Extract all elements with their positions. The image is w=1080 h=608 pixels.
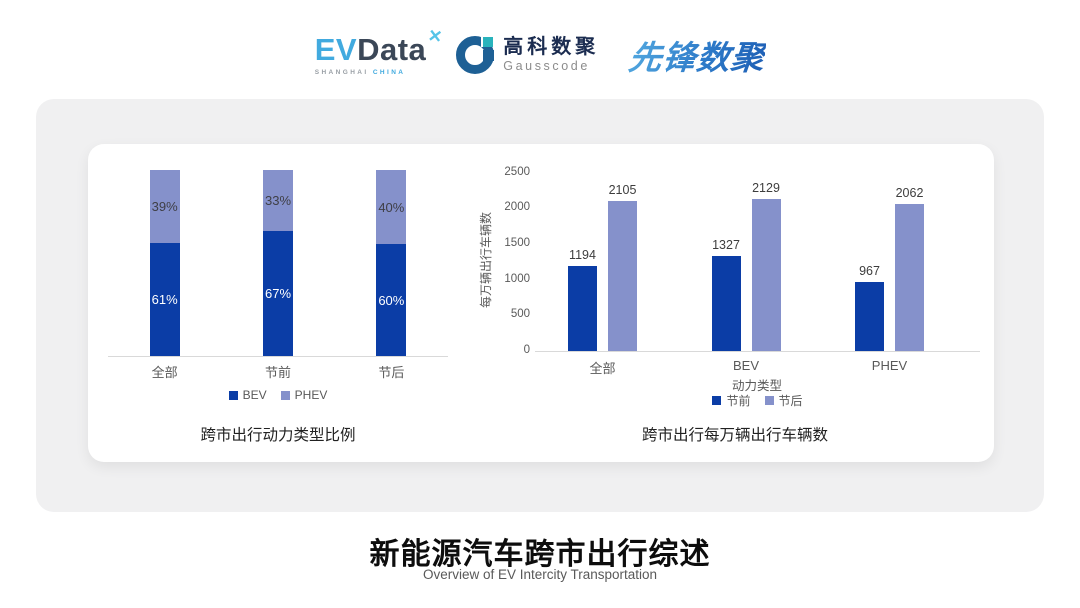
right-chart-x-axis-label: 动力类型 bbox=[731, 379, 782, 393]
evdata-subtext: SHANGHAI CHINA bbox=[315, 69, 427, 76]
bar-节前 bbox=[855, 282, 884, 351]
gausscode-en-name: Gausscode bbox=[503, 59, 590, 74]
page-title: 新能源汽车跨市出行综述 bbox=[369, 538, 711, 571]
y-tick-label: 500 bbox=[510, 308, 530, 321]
logo-header: EVData ✕ SHANGHAI CHINA 高科数聚 Gausscode 先… bbox=[0, 24, 1080, 86]
bar-节后 bbox=[895, 204, 924, 351]
y-tick-label: 2000 bbox=[504, 201, 530, 214]
right-chart-title: 跨市出行每万辆出行车辆数 bbox=[641, 427, 828, 444]
category-label: 节后 bbox=[378, 365, 405, 380]
bar-节后 bbox=[608, 201, 637, 351]
bev-segment: 67% bbox=[263, 231, 293, 356]
legend-swatch-icon bbox=[280, 390, 290, 400]
category-label: 全部 bbox=[589, 361, 616, 376]
gausscode-text: 高科数聚 Gausscode bbox=[503, 37, 599, 73]
evdata-china-text: CHINA bbox=[372, 69, 406, 76]
legend-item: 节前 bbox=[712, 392, 751, 409]
y-tick-label: 1500 bbox=[504, 236, 530, 249]
phev-segment: 33% bbox=[263, 170, 293, 231]
bar-value-label: 2129 bbox=[752, 181, 780, 195]
legend-label: 节前 bbox=[726, 394, 751, 408]
legend-item: PHEV bbox=[280, 388, 328, 402]
legend-label: PHEV bbox=[294, 388, 328, 402]
left-chart-legend: BEV PHEV bbox=[108, 388, 448, 402]
legend-item: 节后 bbox=[764, 392, 803, 409]
left-chart-x-axis bbox=[108, 356, 448, 357]
legend-swatch-icon bbox=[228, 390, 238, 400]
gausscode-logo: 高科数聚 Gausscode bbox=[456, 36, 599, 74]
y-tick-label: 1000 bbox=[504, 272, 530, 285]
legend-label: BEV bbox=[242, 388, 267, 402]
left-chart-title: 跨市出行动力类型比例 bbox=[200, 427, 356, 444]
right-chart-x-axis bbox=[535, 351, 980, 352]
charts-panel: 61% 39% 全部 67% 33% 节前 60% 40% 节后 BEV PHEV 跨市出行动力类… bbox=[88, 144, 994, 462]
evdata-ev-text: EV bbox=[314, 32, 358, 67]
legend-label: 节后 bbox=[778, 394, 803, 408]
gausscode-g-icon bbox=[456, 36, 495, 74]
legend-swatch-icon bbox=[712, 396, 722, 405]
right-chart-y-axis-label: 每万辆出行车辆数 bbox=[479, 212, 493, 309]
gausscode-cn-name: 高科数聚 bbox=[503, 36, 600, 59]
legend-swatch-icon bbox=[764, 396, 774, 405]
legend-item: BEV bbox=[228, 388, 267, 402]
y-tick-label: 0 bbox=[523, 344, 530, 356]
bar-节后 bbox=[751, 199, 781, 351]
bar-节前 bbox=[568, 266, 597, 351]
bar-节前 bbox=[711, 256, 741, 351]
right-chart-legend: 节前 节后 bbox=[535, 392, 980, 409]
phev-segment: 40% bbox=[376, 170, 407, 244]
bar-value-label: 1194 bbox=[569, 248, 596, 262]
y-tick-label: 2500 bbox=[504, 165, 530, 178]
evdata-shanghai-text: SHANGHAI bbox=[314, 69, 369, 76]
category-label: PHEV bbox=[871, 358, 908, 373]
gausscode-bar-square bbox=[483, 50, 495, 61]
bar-value-label: 1327 bbox=[712, 238, 740, 252]
category-label: 全部 bbox=[151, 365, 178, 380]
category-label: 节前 bbox=[264, 365, 291, 380]
page-subtitle: Overview of EV Intercity Transportation bbox=[422, 567, 658, 582]
evdata-data-text: Data bbox=[357, 32, 427, 67]
bar-value-label: 2105 bbox=[608, 183, 637, 197]
bar-value-label: 967 bbox=[859, 264, 880, 278]
bev-segment: 61% bbox=[149, 243, 180, 356]
evdata-wordmark: EVData ✕ bbox=[314, 26, 444, 67]
category-label: BEV bbox=[732, 358, 759, 373]
bev-segment: 60% bbox=[376, 244, 407, 356]
content-card: 61% 39% 全部 67% 33% 节前 60% 40% 节后 BEV PHEV 跨市出行动力类… bbox=[36, 99, 1044, 512]
evdata-logo: EVData ✕ SHANGHAI CHINA bbox=[314, 26, 444, 76]
xianfeng-logo: 先锋数聚 bbox=[627, 31, 768, 79]
gausscode-teal-square bbox=[483, 37, 494, 47]
bar-value-label: 2062 bbox=[895, 186, 924, 200]
phev-segment: 39% bbox=[149, 170, 180, 243]
evdata-star-icon: ✕ bbox=[426, 26, 444, 47]
